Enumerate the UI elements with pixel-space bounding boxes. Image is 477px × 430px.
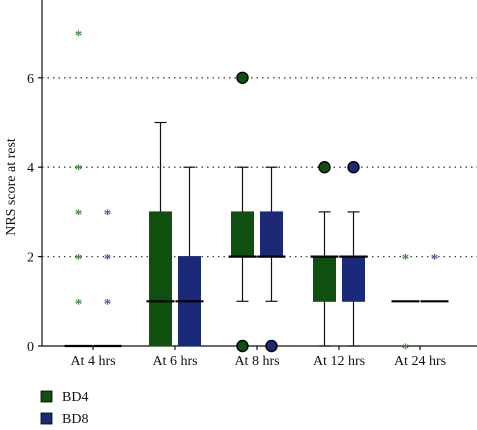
boxes-layer	[64, 121, 449, 348]
extreme-bd4-0-2: *	[75, 207, 83, 223]
legend-label-bd8: BD8	[62, 412, 88, 425]
x-tick-label-0: At 4 hrs	[70, 354, 115, 369]
extreme-bd8-0-2: *	[104, 207, 112, 223]
labels-layer: 0 2 4 6 At 4 hrs At 6 hrs At 8 hrs At 12 hrs At …	[27, 72, 446, 369]
extreme-bd4-0-1: *	[75, 252, 83, 268]
y-tick-label-2: 2	[27, 251, 34, 266]
box-bd4-2	[231, 211, 254, 258]
outlier-bd4-3-0	[318, 160, 331, 174]
grid-layer	[42, 77, 477, 258]
y-tick-label-0: 0	[27, 340, 34, 355]
y-axis-title: NRS score at rest	[4, 138, 19, 236]
legend-swatch-bd8	[40, 412, 53, 425]
outlier-bd4-2-0	[236, 339, 249, 353]
extreme-bd4-0-0: *	[75, 296, 83, 312]
legend-swatch-bd4	[40, 390, 53, 403]
extreme-bd8-0-1: *	[104, 252, 112, 268]
extreme-bd4-4-0: *	[402, 341, 410, 357]
legend-label-bd4: BD4	[62, 390, 88, 405]
outlier-bd8-3-0	[347, 160, 360, 174]
extreme-bd8-0-0: *	[104, 296, 112, 312]
points-layer: * * * * * * * * * * *	[75, 28, 439, 357]
x-tick-label-3: At 12 hrs	[313, 354, 365, 369]
extreme-bd8-4-0: *	[431, 252, 439, 268]
x-tick-label-2: At 8 hrs	[234, 354, 279, 369]
extreme-bd4-4-1: *	[402, 252, 410, 268]
legend: BD4 BD8	[40, 390, 88, 427]
extreme-bd4-0-3: *	[75, 162, 83, 178]
outlier-bd8-2-0	[265, 339, 278, 353]
y-tick-label-4: 4	[27, 161, 34, 176]
box-bd8-3	[342, 256, 365, 302]
x-tick-label-4: At 24 hrs	[394, 354, 446, 369]
y-tick-label-6: 6	[27, 72, 34, 87]
extreme-bd4-0-4: *	[75, 28, 83, 44]
x-tick-label-1: At 6 hrs	[152, 354, 197, 369]
box-bd4-3	[313, 256, 336, 302]
box-bd8-2	[260, 211, 283, 258]
outlier-bd4-2-1	[236, 71, 249, 85]
box-bd4-1	[149, 211, 172, 347]
